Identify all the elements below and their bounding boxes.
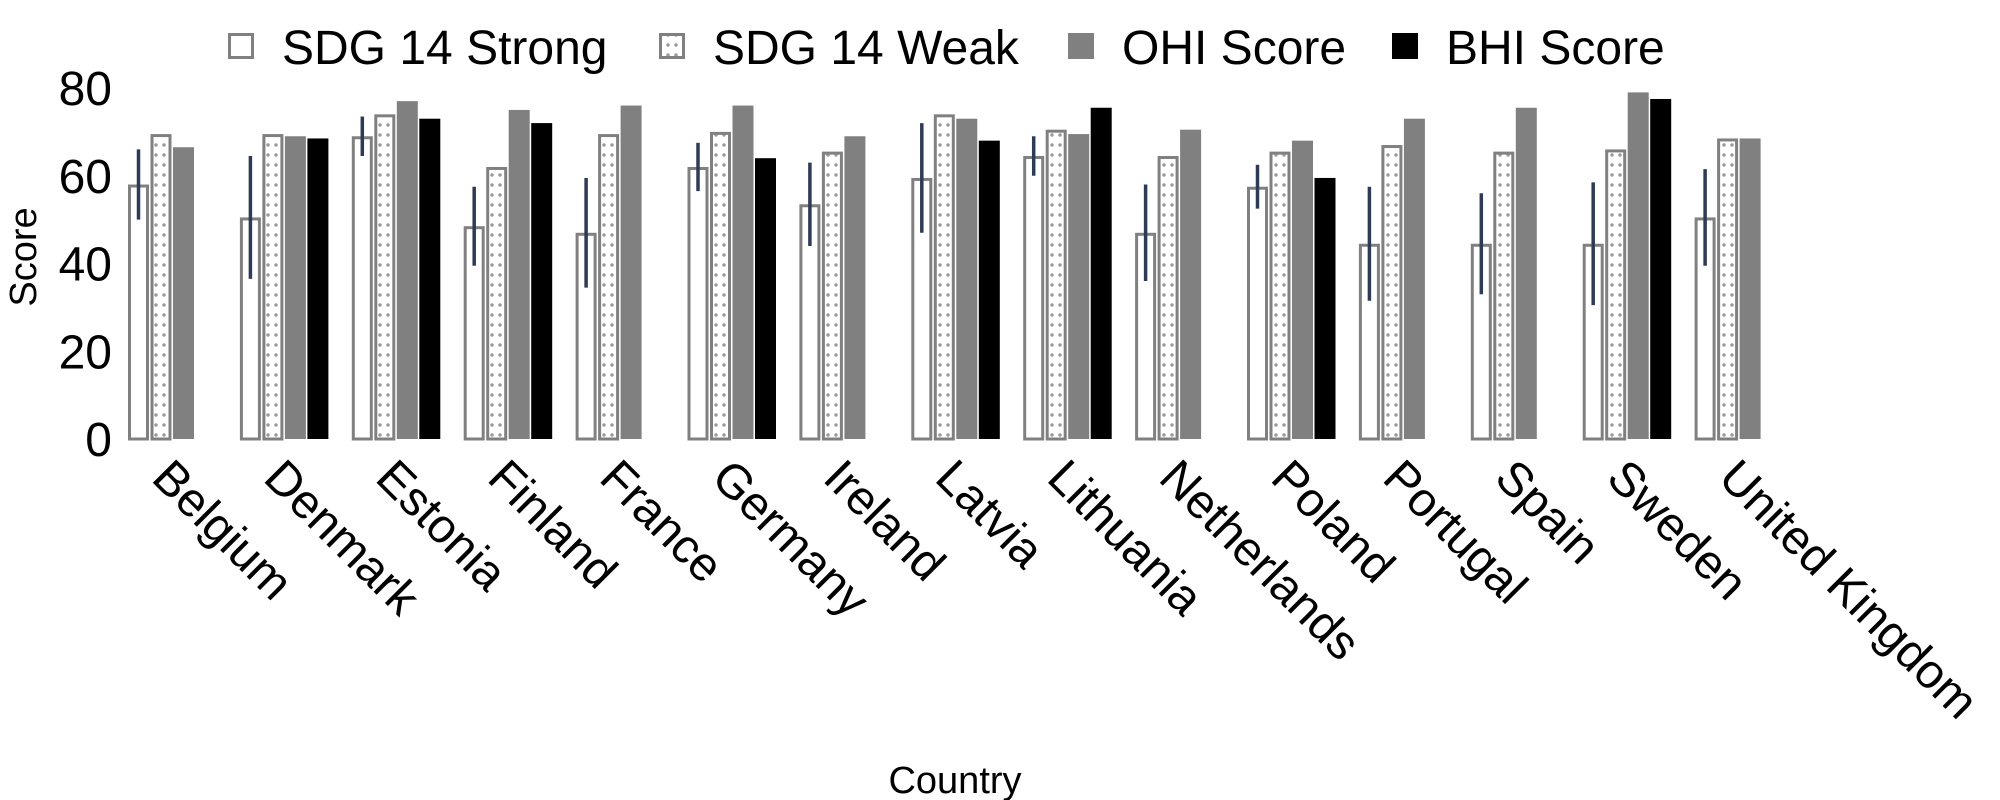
y-tick-label: 40 xyxy=(59,239,112,292)
legend-swatch xyxy=(1068,33,1094,59)
legend-swatch xyxy=(228,33,254,59)
bar-sdg-14-weak-portugal xyxy=(1381,145,1403,441)
bar-sdg-14-weak-spain xyxy=(1493,151,1515,441)
bar-ohi-score-denmark xyxy=(284,136,306,439)
legend-swatch xyxy=(659,33,685,59)
bar-bhi-score-germany xyxy=(755,158,776,439)
bar-sdg-14-weak-denmark xyxy=(262,134,284,441)
y-axis: 0 20 40 60 80 xyxy=(59,63,112,467)
bar-sdg-14-strong-germany xyxy=(687,166,709,441)
error-bars xyxy=(136,116,1707,306)
bar-bhi-score-lithuania xyxy=(1090,107,1112,440)
bar-ohi-score-estonia xyxy=(396,101,418,439)
bar-sdg-14-weak-finland xyxy=(486,166,508,441)
bar-sdg-14-weak-france xyxy=(598,134,620,441)
bar-ohi-score-sweden xyxy=(1627,92,1649,439)
bar-sdg-14-strong-estonia xyxy=(351,136,373,441)
bar-ohi-score-netherlands xyxy=(1180,129,1202,439)
bar-bhi-score-finland xyxy=(531,123,553,439)
bar-ohi-score-belgium xyxy=(173,147,194,439)
x-axis-title: Country xyxy=(888,760,1021,800)
legend: SDG 14 Strong SDG 14 Weak OHI Score BHI Sco… xyxy=(228,22,1665,75)
bar-sdg-14-weak-estonia xyxy=(374,114,396,441)
bar-ohi-score-latvia xyxy=(956,118,978,440)
legend-label: SDG 14 Weak xyxy=(713,22,1020,75)
bar-ohi-score-united-kingdom xyxy=(1739,138,1761,440)
bar-ohi-score-portugal xyxy=(1403,118,1425,440)
y-tick-label: 0 xyxy=(85,414,112,467)
bar-bhi-score-sweden xyxy=(1650,98,1672,439)
x-axis: BelgiumDenmarkEstoniaFinlandFranceGerman… xyxy=(142,450,1988,729)
bar-ohi-score-finland xyxy=(508,109,530,439)
bar-ohi-score-germany xyxy=(732,105,754,440)
y-tick-label: 80 xyxy=(59,63,112,116)
bar-sdg-14-weak-germany xyxy=(710,131,731,441)
legend-label: BHI Score xyxy=(1446,22,1665,75)
y-tick-label: 60 xyxy=(59,151,112,204)
y-axis-title: Score xyxy=(3,207,45,306)
bar-sdg-14-weak-lithuania xyxy=(1045,129,1067,441)
bar-ohi-score-poland xyxy=(1292,140,1313,439)
bar-ohi-score-france xyxy=(620,105,642,440)
bar-sdg-14-weak-ireland xyxy=(821,151,843,441)
legend-swatch xyxy=(1392,33,1418,59)
bar-sdg-14-weak-sweden xyxy=(1605,149,1627,441)
bar-bhi-score-denmark xyxy=(307,138,329,440)
x-tick-label: United Kingdom xyxy=(1709,450,1988,729)
bar-bhi-score-estonia xyxy=(419,118,441,440)
bar-sdg-14-weak-netherlands xyxy=(1157,156,1179,441)
bar-sdg-14-weak-united-kingdom xyxy=(1717,138,1739,441)
bar-ohi-score-lithuania xyxy=(1068,134,1090,439)
legend-label: OHI Score xyxy=(1122,22,1346,75)
legend-label: SDG 14 Strong xyxy=(282,22,608,75)
bar-sdg-14-strong-poland xyxy=(1247,186,1268,441)
bar-sdg-14-weak-poland xyxy=(1269,151,1291,441)
bar-bhi-score-poland xyxy=(1314,177,1336,439)
bar-ohi-score-spain xyxy=(1515,107,1537,440)
bar-sdg-14-weak-latvia xyxy=(933,114,955,441)
bar-bhi-score-latvia xyxy=(978,140,1000,439)
bar-sdg-14-strong-lithuania xyxy=(1023,156,1045,441)
bar-sdg-14-weak-belgium xyxy=(150,134,172,441)
bar-sdg-14-strong-belgium xyxy=(128,184,149,441)
bars xyxy=(128,92,1761,441)
y-tick-label: 20 xyxy=(59,326,112,379)
bar-ohi-score-ireland xyxy=(844,136,866,439)
